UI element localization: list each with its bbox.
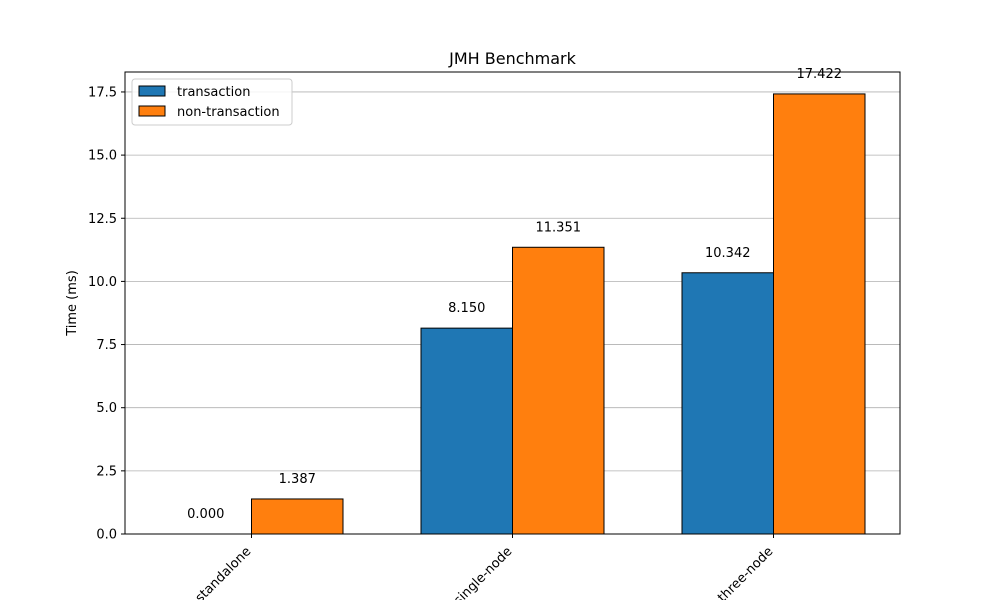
y-axis-label: Time (ms) — [65, 270, 80, 337]
y-axis: 0.0 2.5 5.0 7.5 10.0 12.5 15.0 17.5 — [88, 85, 125, 543]
y-tick-label: 17.5 — [88, 85, 117, 100]
bar-value-label: 17.422 — [797, 67, 843, 82]
bar-value-label: 8.150 — [448, 301, 485, 316]
legend-label: transaction — [177, 85, 250, 100]
y-tick-label: 10.0 — [88, 275, 117, 290]
x-tick-label: single-node — [451, 544, 515, 600]
bar-value-label: 0.000 — [187, 507, 224, 522]
bar-labels: 0.000 1.387 8.150 11.351 10.342 17.422 — [187, 67, 842, 522]
chart-title: JMH Benchmark — [448, 49, 577, 68]
legend-swatch — [138, 85, 166, 97]
bars — [251, 93, 866, 535]
y-tick-label: 0.0 — [96, 528, 117, 543]
bar-non-transaction-standalone — [251, 498, 344, 535]
legend-swatch — [138, 105, 166, 117]
bar-value-label: 10.342 — [705, 246, 751, 261]
y-tick-label: 5.0 — [96, 401, 117, 416]
bar-value-label: 1.387 — [279, 472, 316, 487]
x-tick-label: standalone — [193, 544, 255, 600]
y-tick-label: 7.5 — [96, 338, 117, 353]
bar-non-transaction-three-node — [773, 93, 866, 535]
legend: transaction non-transaction — [131, 78, 293, 126]
bar-value-label: 11.351 — [536, 220, 582, 235]
x-tick-label: three-node — [715, 544, 776, 600]
y-tick-label: 2.5 — [96, 464, 117, 479]
bar-transaction-three-node — [681, 272, 774, 535]
legend-box — [131, 78, 293, 126]
bar-non-transaction-single-node — [512, 246, 605, 535]
y-tick-label: 15.0 — [88, 149, 117, 164]
legend-label: non-transaction — [177, 105, 280, 120]
x-axis: standalone single-node three-node — [193, 534, 776, 600]
bar-transaction-single-node — [420, 327, 513, 535]
y-tick-label: 12.5 — [88, 212, 117, 227]
